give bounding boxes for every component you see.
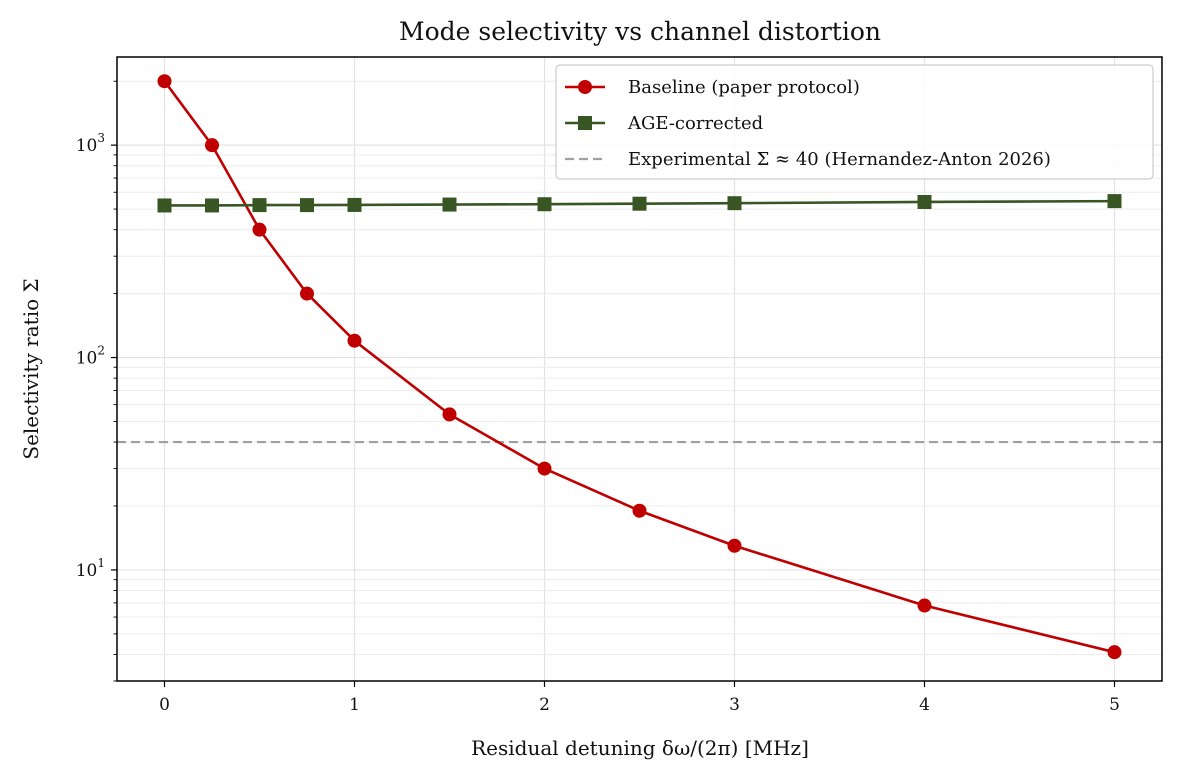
data-point [1107, 645, 1122, 660]
data-point [632, 196, 647, 211]
plot-frame [116, 56, 1163, 682]
data-point [537, 461, 552, 476]
legend-swatch-marker [578, 80, 592, 94]
data-point [205, 138, 219, 153]
data-point [300, 198, 314, 213]
x-tick-label: 4 [919, 695, 930, 715]
data-point [347, 197, 362, 212]
y-tick-label: 102 [76, 344, 105, 369]
data-point [442, 197, 457, 212]
data-series [157, 74, 1122, 660]
chart-title: Mode selectivity vs channel distortion [399, 17, 881, 46]
data-point [727, 196, 742, 211]
legend-swatch-marker [578, 116, 592, 130]
axis-ticks: 0 1 2 3 4 5 101 102 103 [76, 80, 1120, 715]
data-point [917, 598, 932, 613]
legend-label: Experimental Σ ≈ 40 (Hernandez-Anton 202… [628, 149, 1051, 170]
data-point [300, 286, 314, 301]
legend: Baseline (paper protocol) AGE-corrected Ex… [555, 64, 1154, 180]
data-point [442, 407, 457, 422]
data-point [537, 197, 552, 212]
x-tick-label: 1 [349, 695, 360, 715]
legend-label: Baseline (paper protocol) [628, 77, 860, 98]
x-tick-label: 2 [539, 695, 550, 715]
y-tick-label: 101 [76, 556, 105, 581]
data-point [157, 198, 172, 213]
data-point [347, 333, 362, 348]
x-tick-label: 5 [1109, 695, 1120, 715]
data-point [157, 74, 172, 89]
data-point [205, 198, 219, 213]
y-axis-label: Selectivity ratio Σ [19, 278, 43, 459]
x-tick-label: 3 [729, 695, 740, 715]
data-point [252, 198, 267, 213]
data-point [727, 538, 742, 553]
data-point [917, 194, 932, 209]
y-tick-label: 103 [76, 131, 105, 156]
data-point [1107, 194, 1122, 209]
legend-label: AGE-corrected [627, 113, 763, 134]
x-axis-label: Residual detuning δω/(2π) [MHz] [471, 736, 809, 760]
legend-box [555, 64, 1154, 180]
x-tick-label: 0 [159, 695, 170, 715]
data-point [252, 222, 267, 237]
data-point [632, 503, 647, 518]
